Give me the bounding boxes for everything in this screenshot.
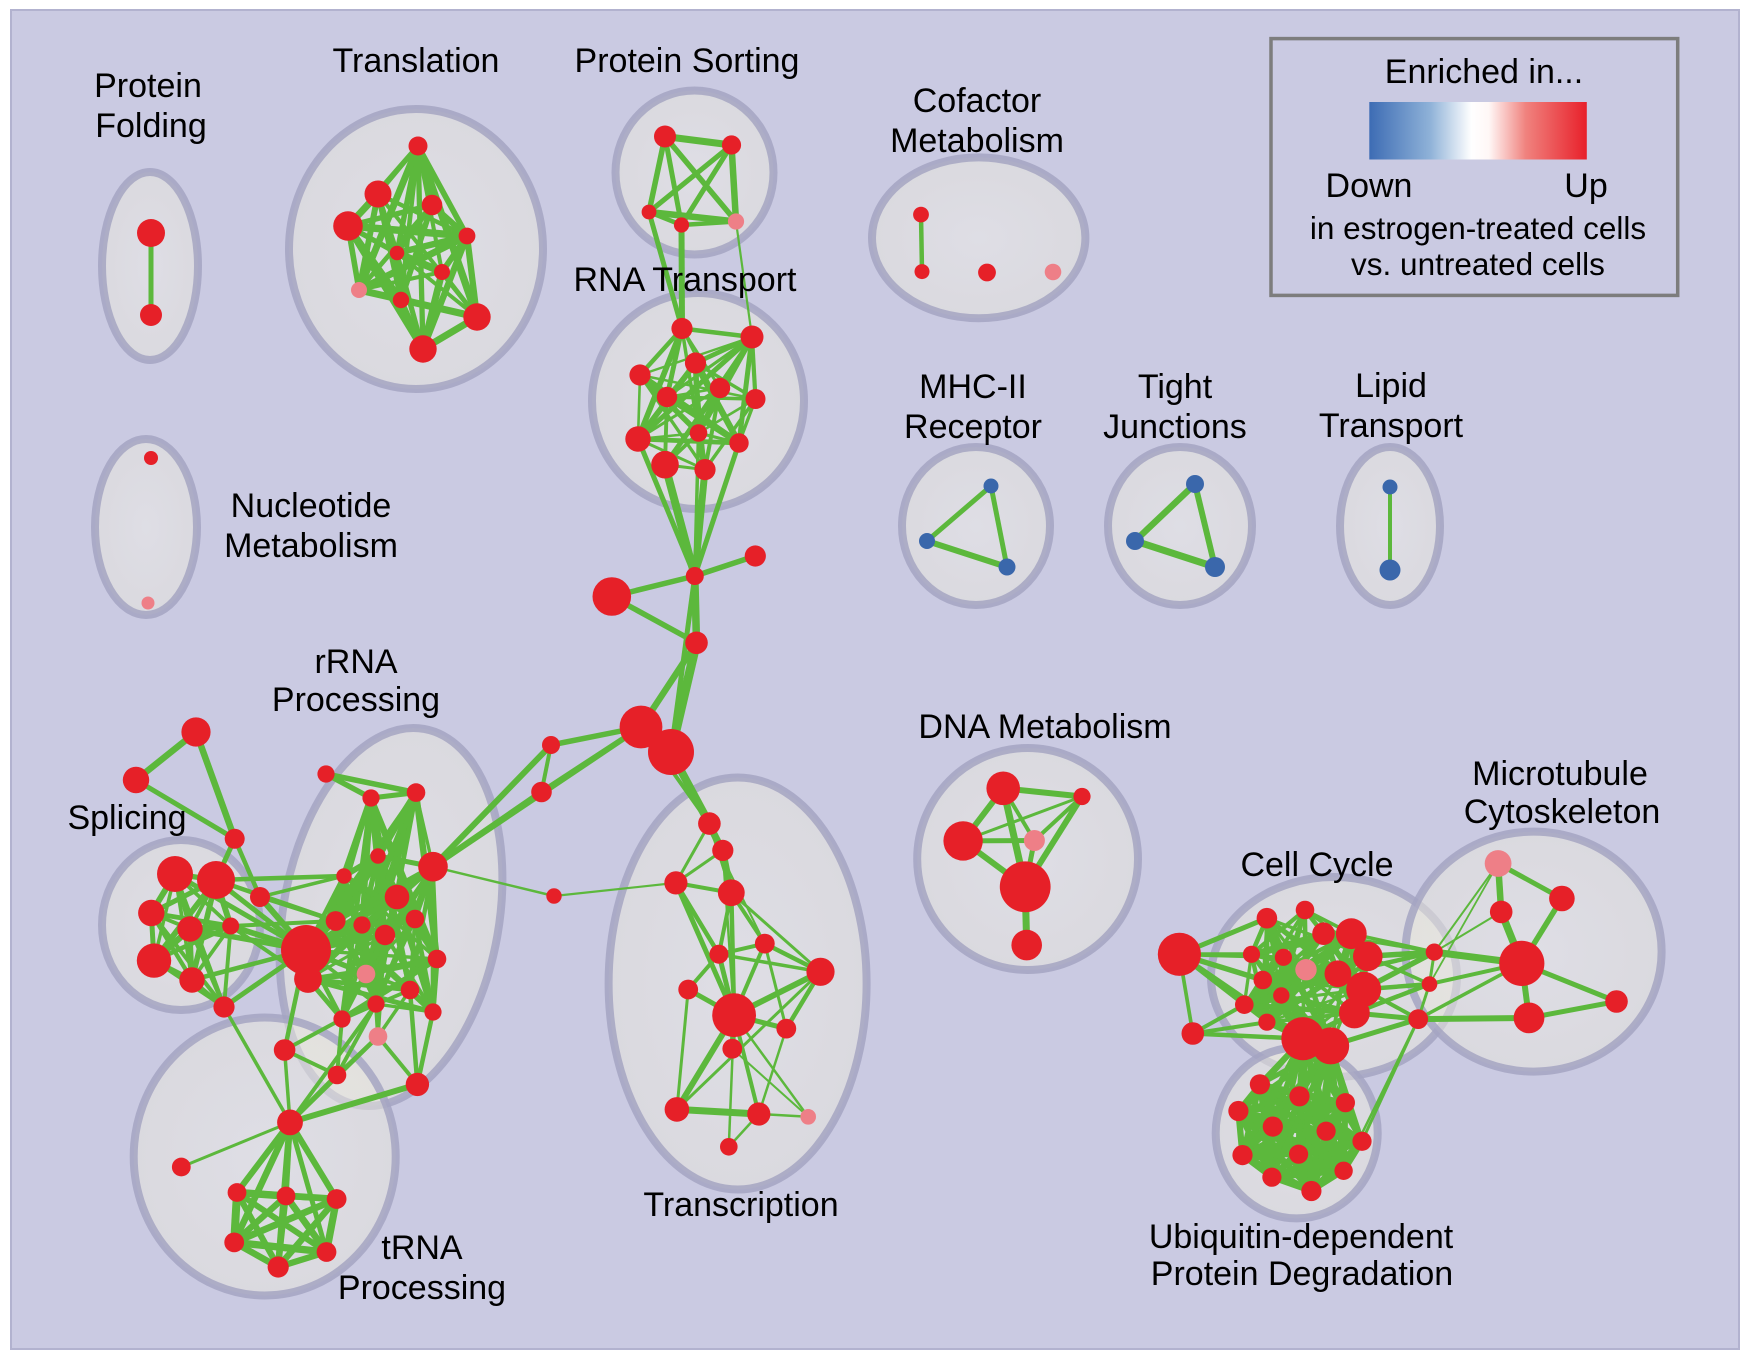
svg-text:Protein Sorting: Protein Sorting bbox=[575, 42, 800, 80]
svg-text:Transcription: Transcription bbox=[643, 1186, 838, 1224]
svg-text:Folding: Folding bbox=[95, 107, 207, 145]
svg-text:Metabolism: Metabolism bbox=[224, 527, 398, 565]
svg-text:in estrogen-treated cells: in estrogen-treated cells bbox=[1310, 210, 1646, 246]
svg-text:Cell Cycle: Cell Cycle bbox=[1240, 846, 1393, 884]
svg-text:tRNA: tRNA bbox=[381, 1229, 463, 1267]
svg-text:Enriched in...: Enriched in... bbox=[1385, 53, 1583, 91]
svg-text:Down: Down bbox=[1326, 167, 1413, 205]
svg-text:Splicing: Splicing bbox=[67, 799, 186, 837]
svg-text:DNA Metabolism: DNA Metabolism bbox=[918, 708, 1171, 746]
svg-text:rRNA: rRNA bbox=[314, 643, 397, 681]
svg-text:Lipid: Lipid bbox=[1355, 367, 1427, 405]
svg-text:Ubiquitin-dependent: Ubiquitin-dependent bbox=[1149, 1218, 1454, 1256]
svg-text:RNA Transport: RNA Transport bbox=[574, 261, 798, 299]
svg-text:Protein: Protein bbox=[94, 67, 202, 105]
svg-text:Translation: Translation bbox=[333, 42, 500, 80]
svg-text:Microtubule: Microtubule bbox=[1472, 755, 1648, 793]
svg-text:Protein Degradation: Protein Degradation bbox=[1151, 1255, 1453, 1293]
svg-text:Up: Up bbox=[1564, 167, 1607, 205]
svg-text:Metabolism: Metabolism bbox=[890, 122, 1064, 160]
svg-text:Cytoskeleton: Cytoskeleton bbox=[1464, 793, 1661, 831]
svg-text:Cofactor: Cofactor bbox=[913, 82, 1042, 120]
svg-text:Processing: Processing bbox=[338, 1269, 506, 1307]
svg-text:Tight: Tight bbox=[1138, 368, 1213, 406]
svg-text:Processing: Processing bbox=[272, 681, 440, 719]
svg-text:Transport: Transport bbox=[1319, 407, 1464, 445]
svg-text:Junctions: Junctions bbox=[1103, 408, 1247, 446]
svg-text:MHC-II: MHC-II bbox=[919, 368, 1027, 406]
svg-text:vs. untreated cells: vs. untreated cells bbox=[1351, 246, 1605, 282]
svg-text:Nucleotide: Nucleotide bbox=[231, 487, 392, 525]
svg-text:Receptor: Receptor bbox=[904, 408, 1042, 446]
